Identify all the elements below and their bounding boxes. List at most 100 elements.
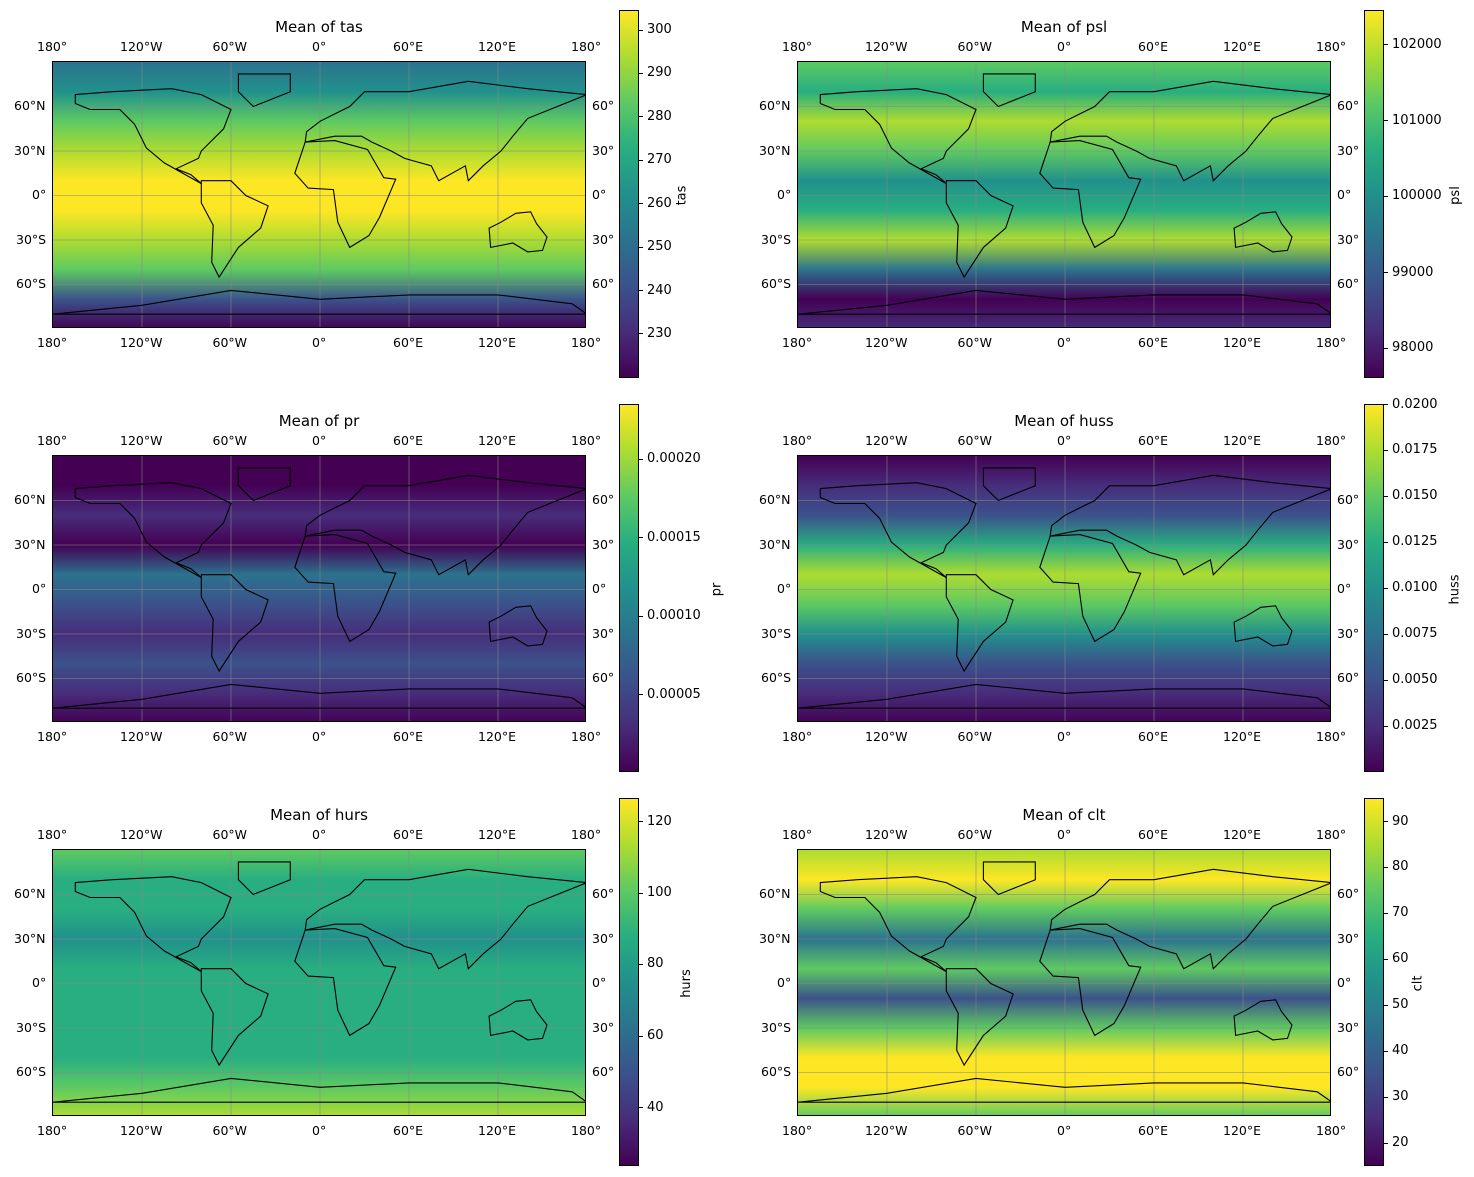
colorbar-tick-label: 0.00015 [647,529,701,545]
coastline [1049,868,1330,970]
map-svg [53,62,585,327]
longitude-tick-top: 60°E [393,432,424,448]
colorbar-tick-mark [639,963,643,965]
longitude-tick-top: 60°W [957,38,993,54]
latitude-tick-left: 30°N [759,142,791,158]
longitude-tick-bottom: 60°E [393,728,424,744]
latitude-tick-left: 60°S [16,276,47,291]
longitude-tick-bottom: 120°W [120,728,163,744]
latitude-tick-left: 60°S [761,670,792,685]
latitude-tick-left: 60°N [759,98,791,113]
longitude-tick-top: 120°W [120,826,163,842]
longitude-tick-top: 180° [37,38,68,54]
map-svg [798,62,1330,327]
longitude-tick-top: 120°E [1223,826,1262,842]
longitude-tick-bottom: 120°E [1223,334,1262,350]
longitude-tick-top: 0° [1057,432,1072,448]
longitude-tick-bottom: 180° [1316,334,1347,350]
latitude-tick-left: 30°S [16,231,47,247]
colorbar-tick-mark [639,615,643,617]
colorbar-tick-label: 0.00020 [647,451,701,467]
latitude-tick-right: 0° [1337,187,1352,202]
colorbar-tick-label: 60 [647,1028,664,1044]
coastline [74,876,232,973]
latitude-tick-right: 0° [592,975,607,990]
colorbar-label: huss [1447,574,1463,605]
coastline [1233,211,1293,253]
longitude-tick-top: 180° [1316,826,1347,842]
colorbar-tick-mark [1384,866,1388,868]
colorbar-tick-mark [1384,195,1388,197]
colorbar-tick-label: 0.0100 [1392,580,1438,596]
latitude-tick-left: 30°S [16,625,47,641]
coastline [53,683,585,709]
coastline [1039,140,1142,249]
coastline [798,289,1330,315]
colorbar-label: pr [709,582,725,597]
longitude-tick-bottom: 60°E [1138,728,1169,744]
latitude-tick-right: 30° [1337,536,1360,552]
longitude-tick-top: 180° [782,826,813,842]
map-area [797,61,1331,328]
coastline [1049,80,1330,182]
colorbar-tick-label: 100000 [1392,188,1442,204]
field-raster [798,850,1330,1115]
coastline [200,968,269,1067]
latitude-tick-left: 0° [32,187,47,202]
longitude-tick-top: 0° [312,826,327,842]
panel-title: Mean of psl [1020,18,1108,36]
colorbar-tick-mark [1384,120,1388,122]
coastline [200,574,269,673]
colorbar-tick-label: 40 [1392,1043,1409,1059]
colorbar-label: tas [674,185,690,206]
coastline [1049,474,1330,576]
colorbar [1364,798,1384,1166]
coastline [945,574,1014,673]
longitude-tick-bottom: 0° [312,1122,327,1138]
coastline [798,683,1330,709]
longitude-tick-bottom: 180° [571,1122,602,1138]
longitude-tick-top: 120°E [1223,38,1262,54]
longitude-tick-top: 180° [1316,432,1347,448]
colorbar-tick-label: 102000 [1392,36,1442,52]
latitude-tick-left: 30°S [761,231,792,247]
coastline [945,180,1014,279]
colorbar-tick-mark [639,537,643,539]
map-area [797,455,1331,722]
longitude-tick-bottom: 180° [782,1122,813,1138]
coastline [1039,534,1142,643]
latitude-tick-right: 60° [592,1064,615,1079]
colorbar [619,10,639,378]
longitude-tick-top: 0° [1057,826,1072,842]
latitude-tick-left: 60°N [14,492,46,507]
colorbar-tick-label: 240 [647,282,672,298]
longitude-tick-bottom: 0° [1057,334,1072,350]
longitude-tick-top: 60°W [212,432,248,448]
longitude-tick-bottom: 180° [782,334,813,350]
longitude-tick-bottom: 120°E [478,728,517,744]
latitude-tick-left: 30°N [14,536,46,552]
longitude-tick-bottom: 120°W [865,334,908,350]
colorbar-tick-label: 70 [1392,905,1409,921]
coastline [294,534,397,643]
colorbar-tick-mark [1384,1050,1388,1052]
longitude-tick-top: 120°E [478,826,517,842]
longitude-tick-top: 60°W [957,432,993,448]
colorbar-tick-mark [1384,272,1388,274]
map-svg [53,456,585,721]
colorbar-tick-mark [639,694,643,696]
longitude-tick-bottom: 180° [37,334,68,350]
colorbar-tick-mark [1384,404,1388,405]
latitude-tick-left: 30°S [761,1019,792,1035]
longitude-tick-top: 0° [312,432,327,448]
latitude-tick-left: 30°N [759,536,791,552]
field-raster [53,850,585,1115]
colorbar-tick-mark [1384,449,1388,451]
colorbar-tick-label: 80 [647,956,664,972]
map-svg [798,456,1330,721]
longitude-tick-top: 120°W [865,826,908,842]
longitude-tick-bottom: 60°E [393,334,424,350]
longitude-tick-bottom: 60°E [1138,334,1169,350]
colorbar [619,404,639,772]
